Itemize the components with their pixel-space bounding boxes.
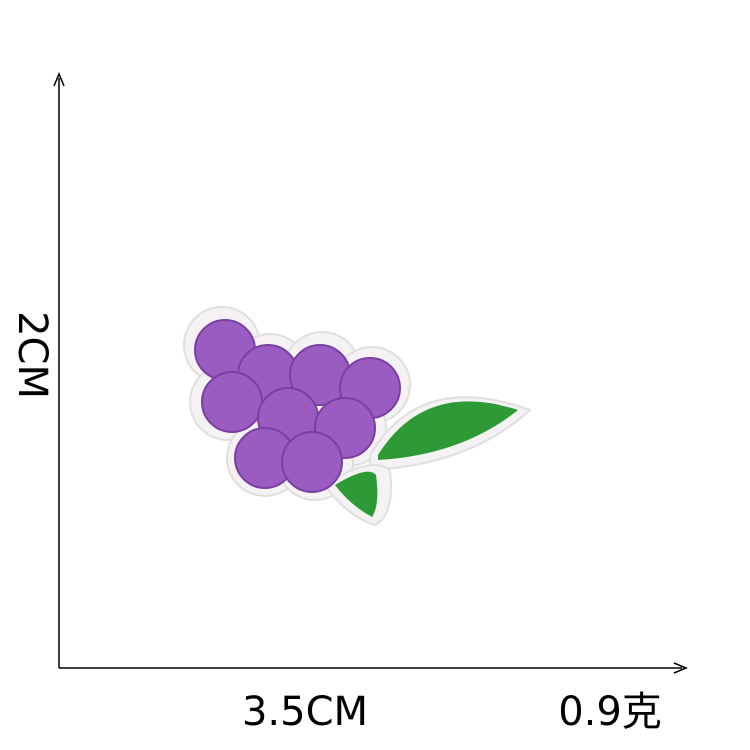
leaf: [378, 401, 518, 460]
leaf: [335, 471, 378, 517]
width-label: 3.5CM: [242, 689, 368, 735]
grape-patch: [183, 306, 532, 527]
weight-label: 0.9克: [558, 689, 662, 735]
height-arrow: [53, 72, 65, 87]
width-arrow: [673, 662, 688, 674]
height-label: 2CM: [9, 311, 55, 399]
